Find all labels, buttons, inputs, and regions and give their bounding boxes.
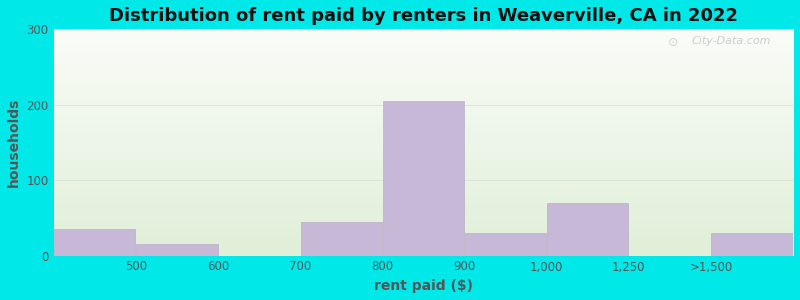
Title: Distribution of rent paid by renters in Weaverville, CA in 2022: Distribution of rent paid by renters in … — [109, 7, 738, 25]
Text: City-Data.com: City-Data.com — [691, 36, 771, 46]
Bar — [54, 229, 135, 256]
X-axis label: rent paid ($): rent paid ($) — [374, 279, 473, 293]
Bar — [136, 244, 218, 256]
Y-axis label: households: households — [7, 98, 21, 187]
Bar — [465, 233, 546, 256]
Text: ⊙: ⊙ — [668, 36, 678, 49]
Bar — [301, 222, 382, 256]
Bar — [382, 101, 464, 256]
Bar — [547, 203, 628, 256]
Bar — [711, 233, 793, 256]
